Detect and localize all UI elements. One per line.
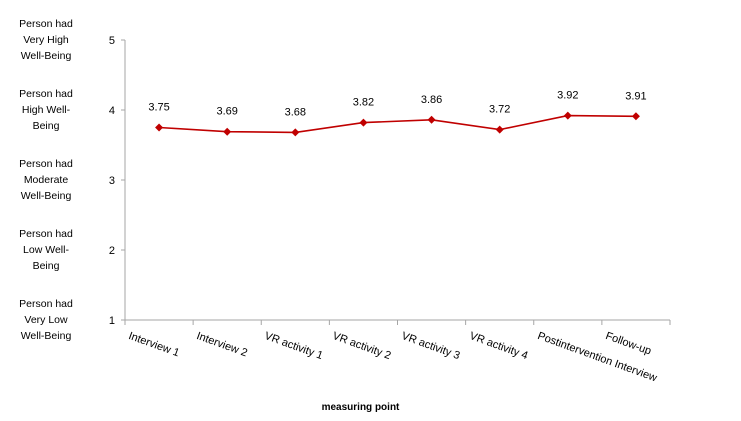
well-being-level-label: Person had High Well- Being: [8, 86, 84, 134]
well-being-level-line: Moderate: [23, 174, 69, 186]
well-being-level-line: Person had: [19, 88, 73, 100]
data-label: 3.68: [285, 106, 306, 118]
well-being-level-line: Well-Being: [20, 50, 72, 62]
data-point-marker: [291, 128, 300, 137]
data-point-marker: [223, 127, 232, 136]
well-being-level-line: High Well-: [21, 104, 71, 116]
data-point-marker: [563, 111, 572, 120]
well-being-level-line: Well-Being: [20, 190, 72, 202]
y-tick-label: 1: [109, 315, 115, 327]
well-being-level-line: Low Well-: [23, 244, 69, 256]
well-being-level-label: Person had Very Low Well-Being: [8, 296, 84, 344]
data-point-marker: [631, 112, 640, 121]
well-being-level-line: Well-Being: [20, 330, 72, 342]
x-axis-title-text: measuring point: [321, 402, 400, 413]
data-label: 3.91: [625, 90, 646, 102]
well-being-level-label: Person had Moderate Well-Being: [8, 156, 84, 204]
series-line: [159, 114, 636, 134]
well-being-level-line: Very High: [23, 34, 69, 46]
data-point-marker: [495, 125, 504, 134]
data-label: 3.75: [148, 102, 169, 114]
well-being-level-line: Person had: [19, 158, 73, 170]
y-tick-label: 4: [109, 105, 115, 117]
well-being-level-line: Person had: [19, 18, 73, 30]
data-label: 3.92: [557, 90, 578, 102]
well-being-level-label: Person had Low Well- Being: [8, 226, 84, 274]
well-being-level-line: Being: [32, 260, 60, 272]
well-being-level-line: Person had: [19, 228, 73, 240]
y-tick-label: 3: [109, 175, 115, 187]
y-tick-label: 2: [109, 245, 115, 257]
well-being-level-line: Person had: [19, 298, 73, 310]
y-tick-label: 5: [109, 35, 115, 47]
well-being-level-label: Person had Very High Well-Being: [8, 16, 84, 64]
data-label: 3.86: [421, 94, 442, 106]
data-label: 3.82: [353, 97, 374, 109]
data-label: 3.72: [489, 104, 510, 116]
data-point-marker: [155, 123, 164, 132]
data-point-marker: [427, 115, 436, 124]
well-being-level-line: Very Low: [24, 314, 68, 326]
well-being-level-line: Being: [32, 120, 60, 132]
data-label: 3.69: [216, 106, 237, 118]
data-point-marker: [359, 118, 368, 127]
x-axis-title: measuring point: [0, 402, 741, 413]
